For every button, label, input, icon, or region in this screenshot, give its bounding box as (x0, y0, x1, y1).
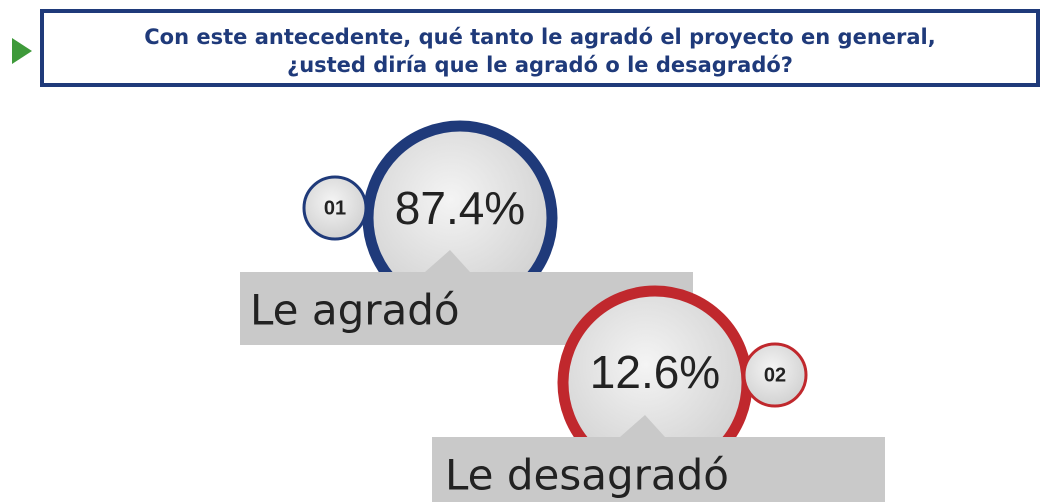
header-box (40, 9, 1040, 87)
item-percent: 87.4% (395, 182, 525, 234)
item-label: Le agradó (250, 286, 460, 335)
item-percent: 12.6% (590, 346, 720, 398)
bullet-arrow (12, 38, 32, 64)
number-badge (302, 175, 368, 241)
item-label: Le desagradó (445, 451, 729, 500)
label-banner (432, 437, 885, 502)
number-badge (742, 342, 808, 408)
pointer (620, 415, 665, 437)
title-line: Con este antecedente, qué tanto le agrad… (144, 25, 935, 49)
item-number: 01 (324, 197, 346, 219)
title-line: ¿usted diría que le agradó o le desagrad… (287, 53, 793, 77)
item-number: 02 (764, 364, 786, 386)
pointer (425, 250, 470, 272)
